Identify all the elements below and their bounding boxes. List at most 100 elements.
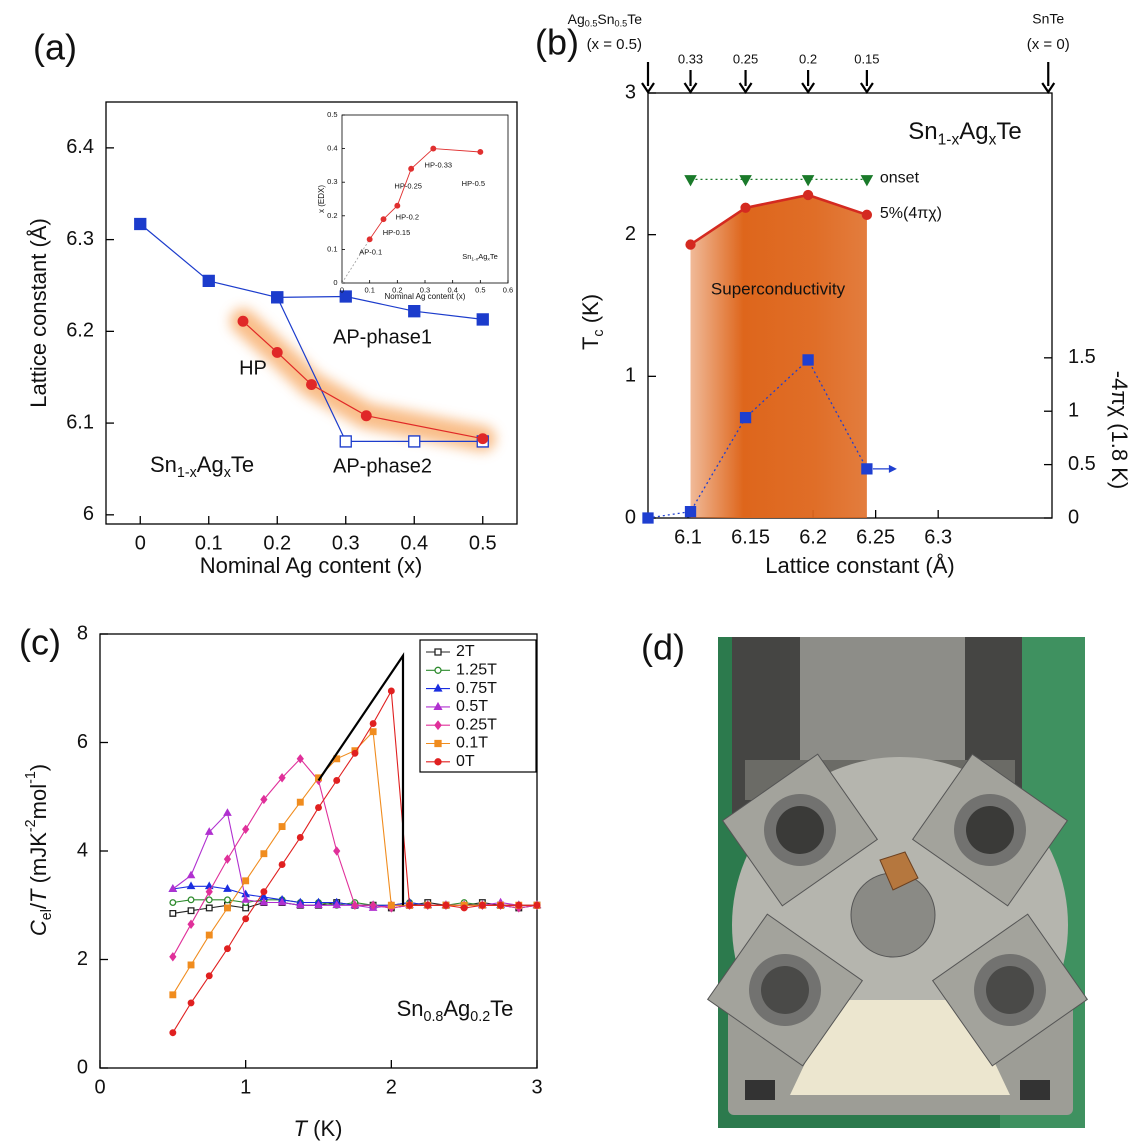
y-tick-label: 6 <box>77 731 88 753</box>
marker-arrow-head <box>641 82 655 94</box>
guide-line <box>317 652 405 906</box>
x-tick-label: 2 <box>386 1076 397 1098</box>
marker <box>237 315 249 327</box>
marker <box>801 175 815 187</box>
photo-anvil <box>721 753 879 907</box>
marker <box>134 217 147 231</box>
marker <box>306 379 317 390</box>
marker <box>408 165 415 172</box>
marker <box>241 894 250 903</box>
top-marker-label-part: Sn <box>597 11 614 27</box>
marker <box>333 777 341 784</box>
inset-sample-label-part: Te <box>490 252 498 261</box>
marker <box>296 754 304 764</box>
y2-tick-label: 1 <box>1068 399 1079 421</box>
y2-tick-label: 0.5 <box>1068 453 1096 475</box>
x-tick-label: 0.4 <box>447 285 457 294</box>
series-label: HP <box>239 357 267 379</box>
y-axis-label-part: (mJK <box>26 832 51 890</box>
marker <box>339 435 352 448</box>
x-tick-label: 0 <box>135 532 146 554</box>
y-axis-label-part: -1 <box>23 771 39 784</box>
marker <box>205 886 213 897</box>
y-tick-label: 0 <box>333 278 337 287</box>
y2-tick-label: 0 <box>1068 506 1079 528</box>
y-axis-label-part: ) <box>26 764 51 771</box>
y-axis-label-part: c <box>591 329 607 336</box>
y-tick-label: 0.3 <box>327 177 337 186</box>
marker <box>271 347 283 358</box>
photo-reflection <box>790 1000 1010 1095</box>
y-tick-label: 6.3 <box>66 228 94 250</box>
marker <box>224 896 231 904</box>
y-axis-label: Lattice constant (Å) <box>26 218 51 408</box>
marker <box>360 410 372 422</box>
x-tick-label: 6.2 <box>799 526 827 548</box>
y-axis-label-part: C <box>26 920 51 936</box>
panel-label: (b) <box>535 22 579 63</box>
x-tick-label: 6.25 <box>856 526 895 548</box>
inset-reference <box>341 239 371 284</box>
marker <box>271 291 284 304</box>
y-tick-label: 8 <box>77 622 88 644</box>
marker <box>242 915 250 923</box>
marker <box>739 411 752 424</box>
marker <box>406 901 413 909</box>
sample-label-part: x <box>989 132 997 149</box>
photo-anvil <box>911 753 1069 907</box>
marker <box>802 354 814 366</box>
marker <box>277 897 287 906</box>
sample-label: Sn1-xAgxTe <box>908 118 1022 148</box>
x-tick-label: 0 <box>94 1076 105 1098</box>
marker <box>187 999 195 1007</box>
point-label: HP-0.33 <box>425 161 453 170</box>
marker <box>387 687 395 695</box>
marker <box>802 189 814 201</box>
marker <box>369 900 377 910</box>
x-tick-label: 6.15 <box>731 526 770 548</box>
x-tick-label: 0.1 <box>364 285 374 294</box>
photo-anvil-core <box>966 806 1014 854</box>
x-axis-label-part: (K) <box>307 1116 342 1141</box>
x-tick-label: 0.2 <box>392 285 402 294</box>
x-tick-label: 0.5 <box>469 532 497 554</box>
y2-tick-label: 1.5 <box>1068 346 1096 368</box>
marker <box>169 1029 177 1037</box>
marker-arrow-head <box>683 82 698 94</box>
sample-label: Sn0.8Ag0.2Te <box>397 996 514 1025</box>
marker <box>434 648 442 656</box>
point-label: HP-0.15 <box>383 228 411 237</box>
marker <box>204 827 214 835</box>
y-tick-label: 4 <box>77 839 88 861</box>
marker <box>278 773 286 783</box>
top-marker-label: 0.25 <box>733 51 758 66</box>
legend-label: 0.75T <box>456 680 497 697</box>
top-marker-label: 0.15 <box>854 51 879 66</box>
marker <box>434 666 442 674</box>
series-label: AP-phase1 <box>333 326 432 348</box>
marker <box>187 896 195 904</box>
inset-sample-label-part: x <box>487 258 490 263</box>
series-label: AP-phase2 <box>333 455 432 477</box>
marker <box>187 961 195 969</box>
marker <box>685 239 696 250</box>
marker <box>205 972 213 980</box>
x-tick-label: 0.1 <box>195 532 223 554</box>
y-axis-label: Cel/T (mJK-2mol-1) <box>23 764 55 936</box>
marker <box>380 216 387 223</box>
marker <box>223 854 232 864</box>
marker <box>242 877 250 885</box>
marker <box>339 290 352 303</box>
sample-label-part: x <box>224 465 231 481</box>
top-marker-label-part: 0.5 <box>615 19 628 29</box>
sample-label-part: Sn <box>908 118 937 145</box>
y-tick-label: 3 <box>625 81 636 103</box>
sample-label-part: 1-x <box>938 132 960 149</box>
point-label: HP-0.2 <box>396 213 419 222</box>
marker <box>333 846 341 856</box>
marker <box>295 900 305 909</box>
photo <box>706 637 1089 1128</box>
marker <box>205 931 213 939</box>
sample-label-part: Ag <box>959 118 988 145</box>
